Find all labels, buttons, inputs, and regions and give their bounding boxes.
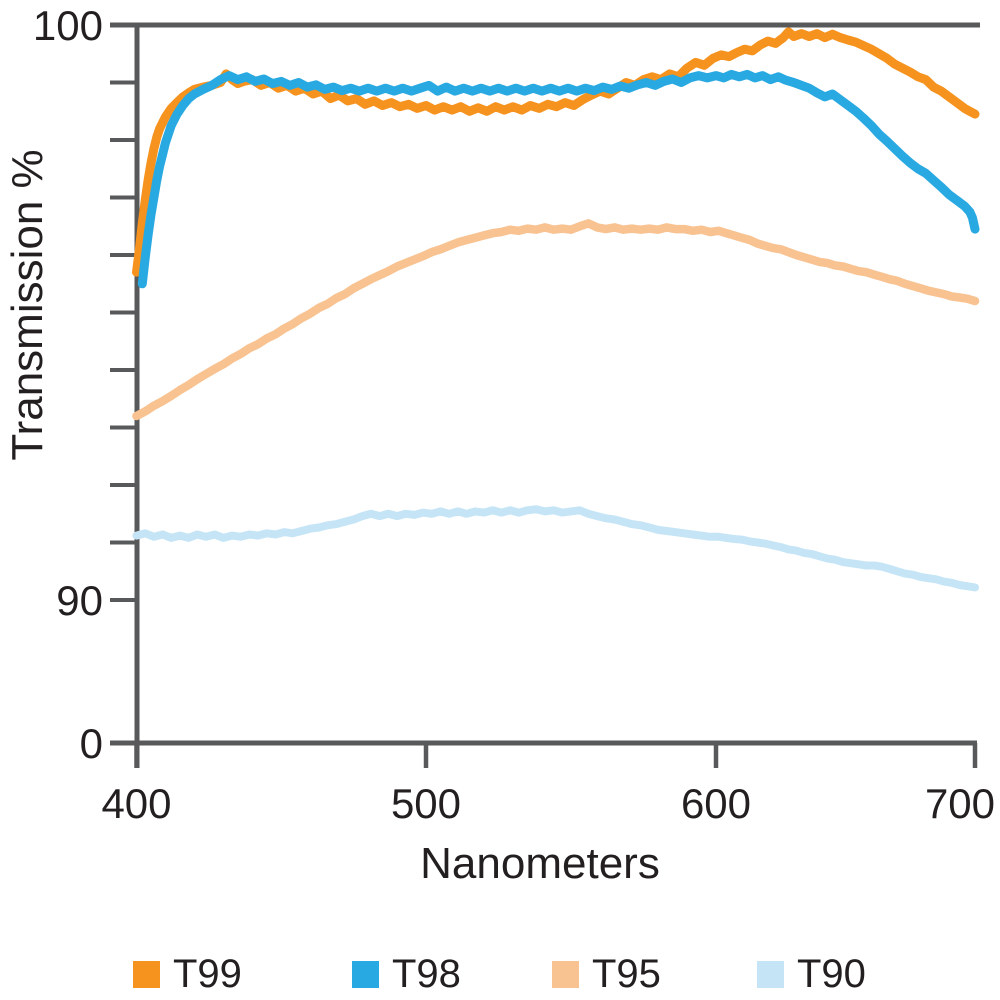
y-tick-label: 0: [80, 720, 103, 767]
y-axis-title: Transmission %: [3, 149, 52, 460]
legend-swatch-t90: [757, 960, 784, 988]
series-line-t99: [132, 27, 980, 277]
legend-swatch-t98: [352, 960, 379, 988]
x-tick-label: 500: [391, 780, 461, 827]
legend-swatch-t95: [552, 960, 579, 988]
series-line-t98: [137, 69, 980, 289]
series-line-t95: [132, 219, 980, 421]
chart-legend: T99 T98 T95 T90: [0, 948, 1000, 1000]
legend-swatch-t99: [133, 960, 160, 988]
series-line-t90: [132, 505, 979, 592]
legend-item-t90: T90: [757, 954, 866, 994]
x-tick-label: 400: [101, 780, 171, 827]
x-tick-label: 600: [681, 780, 751, 827]
legend-label: T99: [173, 952, 242, 996]
x-axis-title: Nanometers: [420, 839, 660, 888]
series-lines: [132, 27, 980, 592]
legend-item-t98: T98: [352, 954, 461, 994]
legend-item-t99: T99: [133, 954, 242, 994]
x-tick-label: 700: [925, 780, 995, 827]
legend-item-t95: T95: [552, 954, 661, 994]
transmission-line-chart: 100 90 0 400 500 600 700 Transmission % Nanome…: [3, 2, 995, 888]
legend-label: T98: [392, 952, 461, 996]
y-tick-label: 90: [56, 577, 103, 624]
y-tick-label: 100: [33, 2, 103, 49]
tick-labels: 100 90 0 400 500 600 700: [33, 2, 995, 827]
axes: [110, 22, 980, 768]
legend-label: T95: [592, 952, 661, 996]
legend-label: T90: [797, 952, 866, 996]
